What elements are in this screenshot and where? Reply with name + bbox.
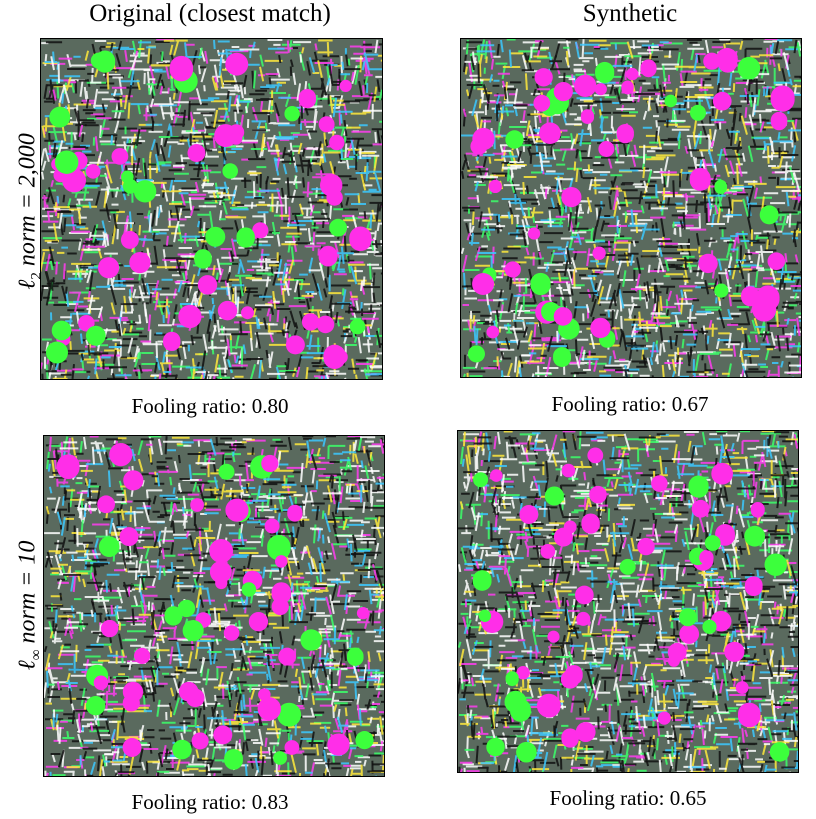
subscript: ∞	[28, 649, 45, 661]
perturbation-image	[457, 430, 799, 773]
texture	[458, 431, 798, 772]
caption: Fooling ratio: 0.80	[131, 394, 289, 418]
column-header: Original (closest match)	[89, 0, 331, 27]
perturbation-image	[460, 38, 802, 378]
symbol: ℓ	[14, 279, 41, 290]
texture	[44, 436, 384, 776]
texture	[56, 454, 370, 756]
texture	[97, 442, 303, 757]
caption: Fooling ratio: 0.65	[549, 786, 707, 810]
column-header: Synthetic	[582, 0, 678, 27]
caption: Fooling ratio: 0.83	[131, 790, 289, 814]
caption: Fooling ratio: 0.67	[551, 392, 709, 416]
texture	[459, 431, 798, 772]
label-text: norm = 10	[14, 540, 41, 644]
row-label: ℓ∞ norm = 10	[15, 405, 46, 805]
texture	[41, 40, 382, 379]
texture	[472, 59, 788, 324]
texture	[472, 472, 790, 763]
texture	[467, 56, 779, 367]
symbol: ℓ	[14, 660, 41, 671]
texture	[460, 431, 798, 772]
perturbation-image	[40, 38, 383, 380]
texture	[470, 47, 795, 339]
label-text: norm = 2,000	[14, 133, 41, 267]
texture	[464, 39, 801, 377]
perturbation-image	[43, 435, 385, 777]
